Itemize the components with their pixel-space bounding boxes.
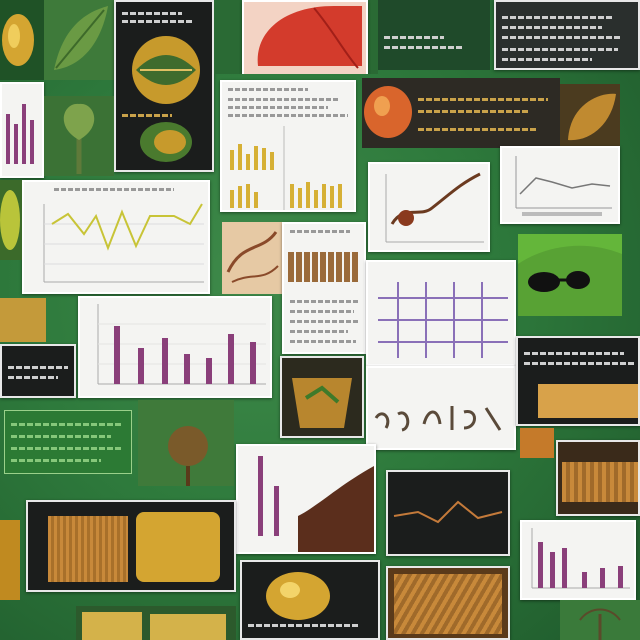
table-grid	[378, 282, 508, 358]
line-chart-marks	[43, 203, 204, 283]
text-panel-right	[516, 336, 640, 426]
gold-panel-right	[556, 440, 640, 516]
purple-table-grid	[366, 260, 516, 366]
purple-bar-chart	[78, 296, 272, 398]
yellow-line-chart	[22, 180, 210, 294]
tree-icon	[63, 103, 95, 174]
line-chart-top-right	[500, 146, 620, 224]
gold-leaf-tile	[560, 84, 620, 148]
orange-square-right	[520, 428, 554, 458]
yellow-leaf-left-edge	[0, 180, 22, 260]
leaf-photo-tile-2	[44, 0, 114, 80]
hand-drawing-tile	[222, 222, 282, 294]
handwriting	[374, 406, 502, 432]
cross-section-icon	[292, 378, 352, 428]
leaf-icon	[54, 6, 108, 70]
tree-bottom-right	[560, 600, 640, 640]
red-leaf-tile	[214, 0, 378, 74]
bar-chart-marks	[6, 104, 34, 164]
cross-section-icon	[140, 122, 192, 162]
tree-icon	[168, 426, 208, 486]
text-panel-left	[0, 344, 76, 398]
sunglasses-icon	[518, 245, 622, 316]
tree-photo-tile	[44, 96, 114, 176]
seed-icon	[2, 14, 34, 66]
line-chart-dark	[386, 470, 510, 556]
yellow-fruit-tile	[240, 560, 380, 640]
bar-chart-marks	[230, 126, 342, 210]
green-text-box	[4, 410, 132, 474]
line-chart-marks	[393, 500, 503, 524]
book-page-tile	[26, 500, 236, 592]
poster-seed-cross-section	[114, 0, 214, 172]
leaf-photo-tile-1	[0, 0, 44, 80]
bar-chart-small-left	[0, 82, 44, 178]
cross-section-icon	[132, 36, 200, 104]
wood-grain-tile	[386, 566, 510, 640]
handwriting-tile	[366, 366, 516, 450]
leaf-icon	[568, 93, 616, 141]
book-spines	[288, 252, 358, 282]
gold-seed-left-edge	[0, 520, 20, 600]
yellow-bar-chart-table	[220, 80, 356, 212]
bird-sketch-tile	[368, 162, 490, 252]
bottom-left-yellow-cards	[76, 606, 236, 640]
tree-silhouette-tile	[138, 400, 234, 486]
book-spines-tile	[282, 222, 366, 354]
bar-chart-right	[520, 520, 636, 600]
seed-icon	[364, 86, 412, 138]
tree-icon	[579, 608, 621, 640]
cauldron-tile	[280, 356, 364, 438]
orange-leaf-text-panel	[362, 78, 560, 148]
bar-chart-marks	[97, 304, 266, 385]
bar-chart-marks	[531, 528, 630, 589]
line-chart-marks	[515, 156, 612, 216]
seed-icon	[266, 572, 330, 620]
text-panel-top-right	[494, 0, 640, 70]
bar-chart-marks	[258, 456, 374, 552]
small-bar-chart-center	[236, 444, 376, 554]
gold-left-panel	[0, 298, 46, 342]
bird-sketch	[385, 172, 484, 243]
green-character-tile	[518, 234, 622, 316]
green-text-panel	[378, 0, 490, 70]
